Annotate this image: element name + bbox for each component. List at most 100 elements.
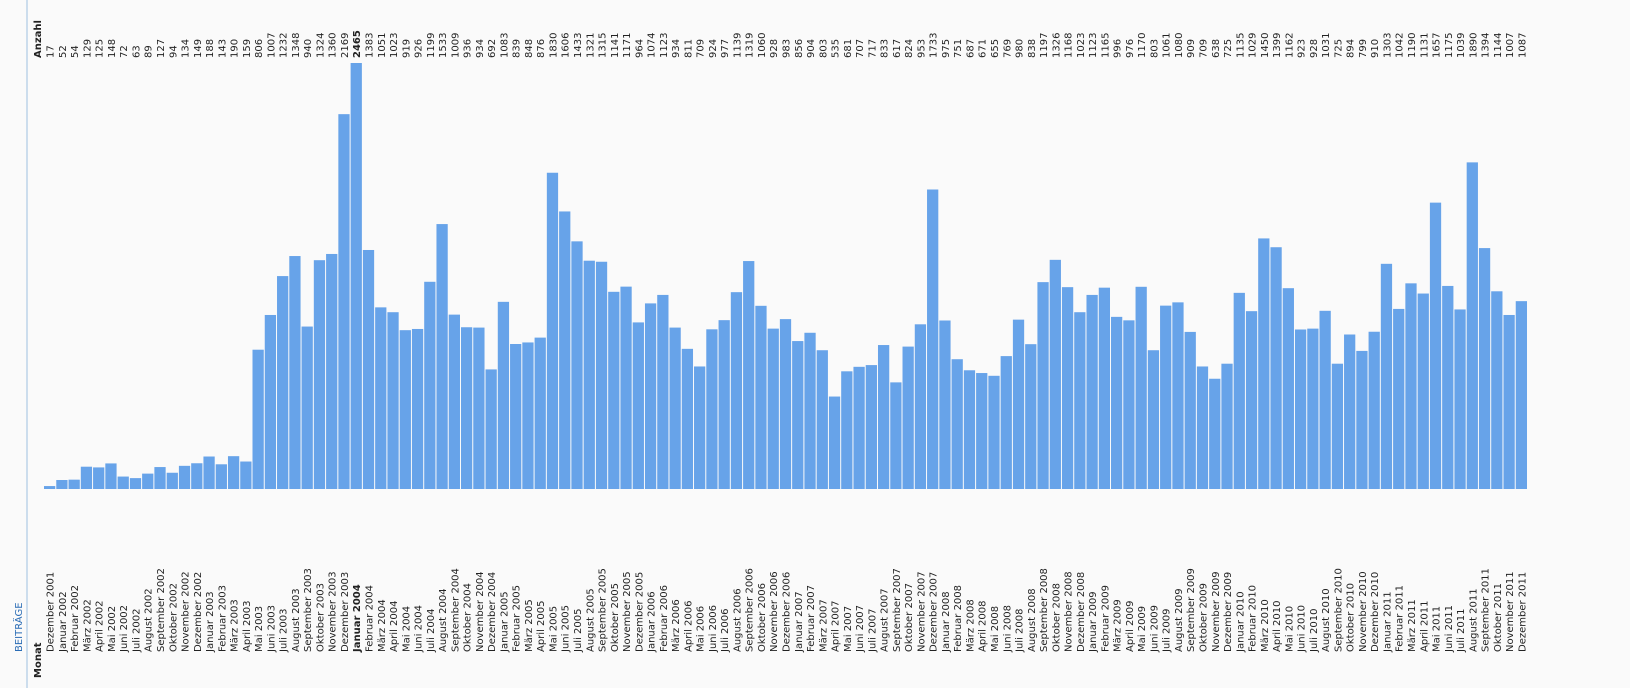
bar — [976, 373, 988, 489]
bar — [1196, 366, 1209, 489]
value-label: 953 — [916, 39, 927, 58]
bar — [362, 249, 375, 489]
value-label: 1074 — [647, 33, 658, 58]
chart-title: BEITRÄGE — [12, 602, 25, 652]
bar — [68, 479, 80, 489]
value-label: 709 — [1198, 39, 1209, 58]
bar — [1172, 302, 1184, 489]
x-tick-label: April 2005 — [536, 601, 547, 652]
x-tick-label: September 2006 — [745, 568, 756, 652]
x-tick-label: März 2008 — [965, 599, 976, 652]
x-tick-label: Februar 2006 — [659, 585, 670, 652]
bar — [1307, 328, 1319, 489]
x-tick-label: August 2011 — [1468, 588, 1479, 652]
x-tick-label: Dezember 2008 — [1076, 572, 1087, 652]
x-tick-label: Juli 2008 — [1015, 609, 1026, 653]
value-label: 1131 — [1419, 33, 1430, 58]
value-label: 1319 — [745, 33, 756, 58]
value-label: 769 — [1002, 39, 1013, 58]
bar — [1184, 331, 1196, 489]
bar — [1429, 202, 1442, 490]
value-label: 1533 — [438, 33, 449, 58]
value-label: 725 — [1223, 39, 1234, 58]
value-label: 980 — [1015, 39, 1026, 58]
bar — [779, 319, 792, 489]
value-label: 1171 — [622, 33, 633, 58]
x-tick-label: Juni 2005 — [561, 605, 572, 653]
value-label: 148 — [107, 39, 118, 58]
value-label: 1039 — [1456, 33, 1467, 58]
value-label: 806 — [254, 39, 265, 58]
bar — [681, 348, 694, 489]
bar — [1454, 309, 1466, 489]
bar — [350, 63, 362, 489]
x-tick-label: September 2010 — [1333, 568, 1344, 652]
value-label: 52 — [58, 45, 69, 58]
x-tick-label: August 2008 — [1027, 588, 1038, 652]
x-tick-label: Juni 2004 — [414, 605, 425, 653]
bar — [1233, 292, 1245, 489]
bar — [1049, 259, 1061, 489]
bar — [632, 322, 644, 489]
x-tick-label: Juni 2008 — [1002, 605, 1013, 653]
value-label: 1141 — [610, 33, 621, 58]
bar — [571, 241, 583, 489]
value-label: 1450 — [1260, 33, 1271, 58]
x-tick-label: Februar 2003 — [217, 585, 228, 652]
bar — [804, 332, 816, 489]
bar — [963, 370, 976, 489]
bar — [1515, 301, 1527, 489]
value-label: 1135 — [1235, 33, 1246, 58]
bar — [1466, 162, 1478, 489]
x-tick-label: Januar 2011 — [1382, 591, 1393, 653]
value-label: 1321 — [585, 33, 596, 58]
bar — [644, 303, 657, 489]
value-label: 63 — [131, 45, 142, 58]
bar — [203, 456, 215, 489]
x-tick-label: November 2005 — [622, 571, 633, 652]
value-label: 824 — [904, 39, 915, 58]
x-tick-label: Oktober 2011 — [1493, 583, 1504, 652]
bar — [939, 320, 951, 489]
bar — [252, 349, 264, 489]
value-label: 143 — [217, 39, 228, 58]
value-label: 89 — [144, 45, 155, 58]
x-tick-label: Januar 2006 — [647, 591, 658, 653]
x-tick-label: August 2004 — [438, 588, 449, 652]
bar — [411, 328, 424, 489]
value-label: 983 — [782, 39, 793, 58]
x-tick-label: Oktober 2007 — [904, 583, 915, 652]
value-label: 904 — [806, 39, 817, 58]
value-label: 692 — [487, 39, 498, 58]
value-label: 1830 — [548, 33, 559, 58]
value-label: 928 — [769, 39, 780, 58]
value-label: 709 — [696, 39, 707, 58]
x-tick-label: Juni 2003 — [266, 605, 277, 653]
x-tick-label: Januar 2002 — [58, 591, 69, 653]
x-tick-label: April 2006 — [683, 601, 694, 652]
bar — [1503, 314, 1515, 489]
bar — [951, 359, 963, 489]
value-label: 1360 — [328, 33, 339, 58]
value-label: 996 — [1113, 39, 1124, 58]
bar — [1258, 238, 1270, 489]
bar — [1061, 287, 1074, 489]
x-tick-label: Juli 2003 — [279, 609, 290, 653]
bar — [1393, 308, 1405, 489]
value-label: 751 — [953, 39, 964, 58]
bar — [215, 464, 227, 489]
x-tick-label: Dezember 2005 — [634, 572, 645, 652]
bar — [1160, 305, 1172, 489]
x-tick-label: Februar 2010 — [1248, 585, 1259, 652]
bar — [559, 211, 571, 490]
bar — [865, 365, 877, 489]
x-tick-label: Juli 2007 — [867, 609, 878, 653]
value-label: 72 — [119, 45, 130, 58]
x-tick-label: September 2004 — [450, 568, 461, 652]
bar — [1294, 329, 1307, 489]
x-tick-label: Februar 2004 — [365, 585, 376, 652]
x-tick-label: Mai 2008 — [990, 606, 1001, 652]
x-tick-label: Oktober 2010 — [1346, 583, 1357, 652]
bar — [448, 314, 460, 489]
